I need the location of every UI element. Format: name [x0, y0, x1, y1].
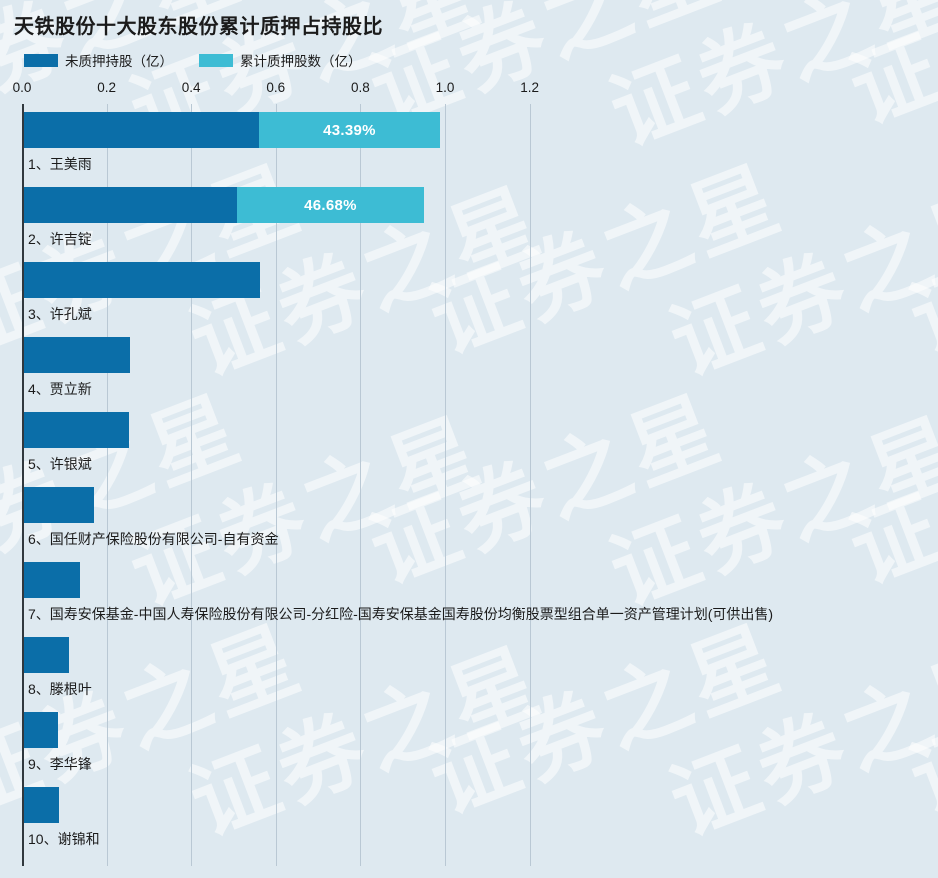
bar-category-label: 4、贾立新	[28, 381, 92, 397]
bar-track[interactable]: 46.68%	[24, 187, 425, 223]
legend-label: 累计质押股数（亿）	[240, 54, 362, 69]
bar-track[interactable]	[24, 562, 80, 598]
bar-row: 10、谢锦和	[0, 779, 938, 854]
bar-track[interactable]	[24, 337, 131, 373]
chart-title: 天铁股份十大股东股份累计质押占持股比	[14, 16, 383, 38]
bar-segment-unpledged[interactable]	[24, 787, 60, 823]
bar-segment-unpledged[interactable]	[24, 712, 59, 748]
gridline-5	[445, 104, 446, 866]
legend-item-0[interactable]: 未质押持股（亿）	[24, 50, 173, 70]
bar-segment-unpledged[interactable]	[24, 412, 129, 448]
legend-swatch-pledged	[199, 53, 233, 67]
bar-segment-unpledged[interactable]	[24, 562, 80, 598]
gridline-1	[106, 104, 108, 866]
plot-area: 43.39% 1、王美雨 46.68% 2、许吉锭 3、许孔斌 4、贾立新 5、许银斌 6、国…	[0, 104, 938, 866]
bar-segment-unpledged[interactable]	[24, 637, 69, 673]
bar-track[interactable]	[24, 712, 59, 748]
legend-item-1[interactable]: 累计质押股数（亿）	[199, 50, 362, 70]
x-axis-tick-labels: 0.0 0.2 0.4 0.6 0.8 1.0 1.2	[0, 80, 938, 98]
bar-category-label: 10、谢锦和	[28, 831, 100, 847]
bar-row: 9、李华锋	[0, 704, 938, 779]
y-axis-line	[22, 104, 24, 866]
x-tick-label-6: 1.2	[520, 80, 539, 95]
gridline-4	[360, 104, 362, 866]
bar-category-label: 5、许银斌	[28, 456, 92, 472]
bar-row: 8、滕根叶	[0, 629, 938, 704]
legend-label: 未质押持股（亿）	[65, 54, 173, 69]
bar-category-label: 9、李华锋	[28, 756, 92, 772]
bar-value-label: 43.39%	[323, 121, 376, 139]
x-tick-label-4: 0.8	[351, 80, 370, 95]
bar-category-label: 8、滕根叶	[28, 681, 92, 697]
x-tick-label-2: 0.4	[181, 80, 201, 95]
bar-track[interactable]	[24, 487, 95, 523]
x-tick-label-5: 1.0	[435, 80, 455, 95]
bar-category-label: 2、许吉锭	[28, 231, 92, 247]
gridline-6	[529, 104, 531, 866]
bar-row: 43.39% 1、王美雨	[0, 104, 938, 179]
gridline-2	[191, 104, 193, 866]
bar-row: 46.68% 2、许吉锭	[0, 179, 938, 254]
bar-segment-unpledged[interactable]	[24, 112, 259, 148]
bar-segment-pledged[interactable]: 46.68%	[236, 187, 425, 223]
legend-swatch-unpledged	[24, 53, 58, 67]
bar-category-label: 7、国寿安保基金-中国人寿保险股份有限公司-分红险-国寿安保基金国寿股份均衡股票…	[28, 606, 774, 622]
x-tick-label-0: 0.0	[12, 80, 32, 95]
bar-category-label: 6、国任财产保险股份有限公司-自有资金	[28, 531, 279, 547]
bar-segment-unpledged[interactable]	[24, 337, 131, 373]
bar-row: 3、许孔斌	[0, 254, 938, 329]
bar-category-label: 3、许孔斌	[28, 306, 92, 322]
bar-row: 6、国任财产保险股份有限公司-自有资金	[0, 479, 938, 554]
x-tick-label-3: 0.6	[266, 80, 286, 95]
chart-legend: 未质押持股（亿） 累计质押股数（亿）	[24, 51, 362, 69]
bar-track[interactable]	[24, 787, 60, 823]
bar-segment-unpledged[interactable]	[24, 187, 237, 223]
bar-row: 5、许银斌	[0, 404, 938, 479]
bar-row: 7、国寿安保基金-中国人寿保险股份有限公司-分红险-国寿安保基金国寿股份均衡股票…	[0, 554, 938, 629]
bar-category-label: 1、王美雨	[28, 156, 92, 172]
bar-track[interactable]	[24, 637, 69, 673]
gridline-3	[275, 104, 277, 866]
bar-segment-unpledged[interactable]	[24, 487, 95, 523]
bar-row: 4、贾立新	[0, 329, 938, 404]
bar-segment-pledged[interactable]: 43.39%	[258, 112, 441, 148]
bar-track[interactable]	[24, 262, 261, 298]
bar-track[interactable]	[24, 412, 129, 448]
bar-track[interactable]: 43.39%	[24, 112, 441, 148]
bar-segment-unpledged[interactable]	[24, 262, 261, 298]
x-tick-label-1: 0.2	[97, 80, 116, 95]
bar-value-label: 46.68%	[304, 196, 357, 214]
